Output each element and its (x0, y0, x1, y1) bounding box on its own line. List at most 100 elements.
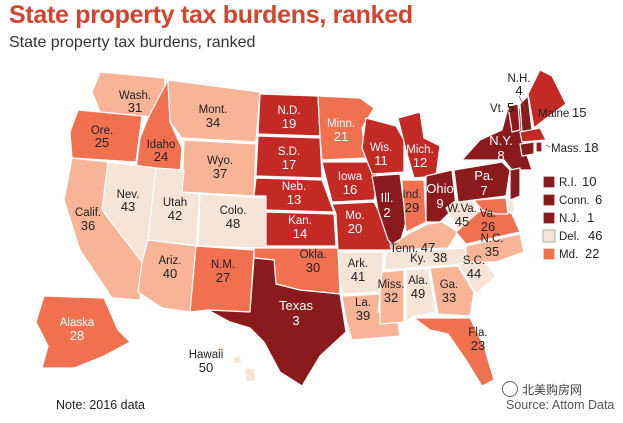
label-ma-name: Mass. (551, 143, 582, 155)
label-al-rank: 49 (411, 286, 425, 301)
label-tn-name: Tenn. (390, 243, 418, 255)
state-vt[interactable] (507, 103, 521, 133)
label-id-rank: 24 (154, 149, 168, 164)
label-mo-name: Mo. (345, 210, 364, 222)
label-ne-rank: 13 (287, 192, 301, 207)
state-ne[interactable] (253, 177, 335, 213)
label-sd-name: S.D. (278, 146, 300, 158)
state-pa[interactable] (453, 161, 511, 203)
label-sc-name: S.C. (463, 255, 485, 267)
source-text: Source: Attom Data (506, 398, 615, 412)
note-text: Note: 2016 data (56, 398, 145, 412)
label-mn-rank: 21 (334, 129, 348, 144)
label-nm-name: N.M. (211, 259, 235, 271)
label-mn-name: Minn. (327, 118, 355, 130)
label-tx-name: Texas (279, 298, 313, 313)
state-de[interactable] (507, 199, 515, 213)
label-ca-rank: 36 (81, 218, 95, 233)
label-me-rank: 15 (572, 105, 586, 120)
state-nc[interactable] (465, 233, 525, 263)
label-va-rank: 26 (481, 219, 495, 234)
label-nd-rank: 19 (282, 116, 296, 131)
state-va[interactable] (455, 205, 521, 245)
label-vt-name: Vt. (490, 103, 504, 115)
wechat-icon (502, 381, 518, 397)
state-ga[interactable] (429, 265, 475, 317)
label-la-name: La. (355, 297, 371, 309)
label-ut-rank: 42 (168, 208, 182, 223)
state-labels: Wash. 31 Ore. 25 Calif. 36 Idaho 24 Nev.… (60, 73, 603, 375)
label-ak-name: Alaska (60, 317, 95, 329)
state-fl[interactable] (413, 317, 495, 387)
state-hi[interactable] (215, 345, 257, 383)
legend-label-nj-name: N.J. (559, 213, 579, 225)
label-nh-name: N.H. (508, 73, 531, 85)
label-wi-rank: 11 (374, 153, 388, 168)
state-ks[interactable] (265, 211, 337, 247)
label-az-name: Ariz. (159, 255, 182, 267)
label-fl-rank: 23 (471, 338, 485, 353)
label-wa-name: Wash. (119, 90, 151, 102)
legend-label-ri-rank: 10 (582, 174, 596, 189)
legend-swatch-ri (542, 175, 556, 189)
state-md[interactable] (473, 197, 509, 215)
label-sd-rank: 17 (282, 157, 296, 172)
state-nj[interactable] (509, 167, 521, 201)
label-ut-name: Utah (163, 197, 187, 209)
label-vt-rank: 5 (507, 100, 514, 115)
label-nv-rank: 43 (121, 199, 135, 214)
state-ri[interactable] (535, 141, 543, 153)
state-mt[interactable] (167, 79, 261, 143)
label-hi-name: Hawaii (189, 349, 224, 361)
label-mo-rank: 20 (348, 221, 362, 236)
label-co-rank: 48 (226, 216, 240, 231)
label-sc-rank: 44 (467, 266, 481, 281)
state-ky[interactable] (389, 221, 459, 251)
label-fl-name: Fla. (468, 327, 487, 339)
state-al[interactable] (405, 267, 437, 323)
legend-swatch-md (542, 247, 556, 261)
state-ak[interactable] (35, 295, 131, 369)
label-in-rank: 29 (405, 200, 419, 215)
state-wi[interactable] (361, 117, 405, 175)
label-ms-name: Miss. (378, 279, 405, 291)
label-nd-name: N.D. (278, 105, 301, 117)
label-nv-name: Nev. (117, 189, 140, 201)
label-ok-rank: 30 (306, 260, 320, 275)
state-ct[interactable] (519, 141, 535, 157)
state-tx[interactable] (207, 257, 347, 387)
label-ne-name: Neb. (282, 181, 306, 193)
callout-line-nh (518, 95, 525, 107)
label-hi-rank: 50 (199, 360, 213, 375)
map-title: State property tax burdens, ranked (9, 1, 413, 29)
watermark-text: 北美购房网 (522, 383, 583, 397)
state-ma[interactable] (519, 127, 547, 143)
label-ga-name: Ga. (440, 279, 459, 291)
state-ms[interactable] (379, 269, 405, 325)
label-ks-rank: 14 (293, 226, 307, 241)
state-or[interactable] (69, 109, 143, 163)
label-wy-name: Wyo. (207, 155, 233, 167)
state-me[interactable] (527, 69, 567, 129)
label-ks-name: Kan. (288, 215, 312, 227)
label-ca-name: Calif. (75, 207, 101, 219)
label-ak-rank: 28 (70, 328, 84, 343)
label-tn-rank: 47 (421, 240, 435, 255)
state-mi[interactable] (397, 111, 441, 179)
label-la-rank: 39 (356, 308, 370, 323)
label-ms-rank: 32 (384, 290, 398, 305)
label-wy-rank: 37 (213, 166, 227, 181)
label-ky-name: Ky. (410, 253, 426, 265)
state-sd[interactable] (255, 135, 323, 179)
label-nm-rank: 27 (216, 270, 230, 285)
legend-label-md-name: Md. (559, 249, 578, 261)
label-me-name: Maine (538, 108, 569, 120)
label-co-name: Colo. (220, 205, 247, 217)
label-ma-rank: 18 (584, 140, 598, 155)
label-ny-rank: 8 (497, 148, 504, 163)
label-wi-name: Wis. (370, 142, 392, 154)
watermark: 北美购房网 (502, 381, 582, 398)
label-ok-name: Okla. (300, 249, 327, 261)
label-ga-rank: 33 (442, 290, 456, 305)
